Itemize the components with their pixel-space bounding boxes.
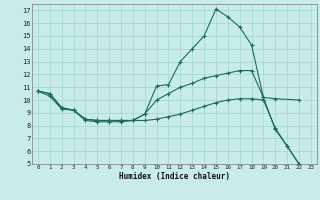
X-axis label: Humidex (Indice chaleur): Humidex (Indice chaleur) bbox=[119, 172, 230, 181]
